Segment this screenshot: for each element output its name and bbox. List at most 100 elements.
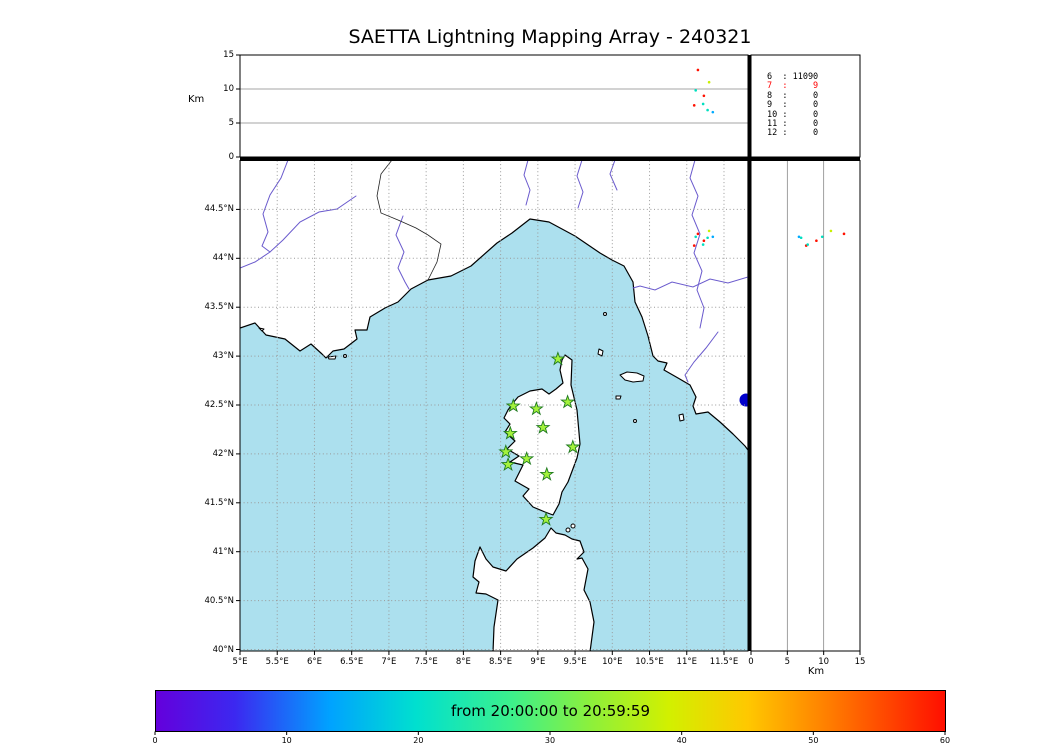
lightning-point-alt-lon — [694, 89, 697, 92]
figure-title: SAETTA Lightning Mapping Array - 240321 — [348, 26, 752, 48]
island-montecristo — [633, 419, 637, 423]
island-pianosa — [615, 395, 622, 400]
river-po-tributary-3 — [609, 160, 618, 191]
lightning-point-alt-lat — [829, 229, 833, 233]
river-po-tributary-2 — [576, 160, 584, 209]
coastline-mainland — [240, 160, 748, 451]
lightning-point-alt-lon — [701, 102, 705, 106]
map-y-tick-label: 42°N — [212, 448, 234, 459]
map-x-tick-label: 6°E — [306, 657, 322, 667]
lightning-point-alt-lon — [702, 94, 706, 98]
coastline-sardinia — [472, 527, 595, 651]
lightning-point-alt-lat — [842, 232, 846, 236]
time-colorbar: from 20:00:00 to 20:59:59 — [155, 690, 946, 732]
river-buech — [261, 160, 289, 253]
alt-top-tick-label: 5 — [228, 118, 234, 128]
map-x-tick-label: 10°E — [602, 657, 623, 667]
map-y-tick-label: 42.5°N — [204, 400, 234, 410]
map-x-tick-label: 11°E — [676, 657, 697, 667]
colorbar-tick-label: 0 — [152, 736, 158, 745]
map-x-tick-label: 8°E — [455, 657, 471, 667]
map-y-tick-label: 41.5°N — [204, 497, 234, 508]
island-gorgona — [603, 312, 607, 316]
map-y-tick-label: 40°N — [212, 644, 234, 655]
lightning-point-alt-lon — [692, 104, 696, 107]
colorbar-tick-label: 50 — [808, 736, 819, 745]
stats-row-level-9: 9 : 0 — [767, 100, 819, 111]
station-star — [539, 466, 555, 481]
altitude-longitude-panel-frame — [239, 54, 749, 158]
colorbar-tick-label: 40 — [676, 736, 687, 745]
lightning-point-alt-lat — [797, 235, 801, 239]
colorbar-tick-label: 30 — [544, 736, 556, 745]
lightning-point-map — [707, 229, 711, 233]
river-tiber-upper — [689, 160, 705, 329]
stats-row-level-8: 8 : 0 — [767, 90, 819, 101]
station-star — [535, 419, 551, 434]
lightning-point-map — [702, 239, 706, 242]
lightning-point-map — [706, 236, 709, 240]
lightning-point-alt-lat — [815, 239, 818, 242]
colorbar-tick-label: 60 — [939, 736, 951, 745]
map-x-tick-label: 8.5°E — [489, 657, 513, 667]
stats-row-level-12: 12 : 0 — [767, 128, 819, 139]
stats-row-level-6: 6 : 11090 — [767, 72, 819, 82]
river-ombrone — [684, 331, 719, 383]
stats-row-level-11: 11 : 0 — [767, 119, 819, 130]
altitude-axis-label-left: Km — [188, 94, 205, 105]
island-giglio — [678, 413, 685, 422]
map-y-tick-label: 43.5°N — [204, 302, 234, 313]
alt-right-tick-label: 0 — [748, 657, 754, 667]
colorbar-tick-label: 10 — [281, 736, 292, 745]
island-capraia — [597, 348, 604, 357]
map-x-tick-label: 10.5°E — [635, 657, 664, 667]
lightning-points-map — [692, 229, 715, 247]
map-x-tick-label: 7°E — [381, 657, 397, 667]
lightning-point-alt-lon — [706, 108, 709, 112]
lightning-point-map — [701, 243, 705, 246]
map-x-tick-label: 9°E — [530, 657, 546, 667]
island-porquerolles — [327, 355, 337, 360]
panel-frames — [239, 54, 861, 652]
station-star — [502, 425, 518, 440]
altitude-axis-label-bottom: Km — [807, 666, 825, 677]
lightning-point-map — [696, 232, 700, 236]
stats-row-level-10: 10 : 0 — [767, 109, 819, 120]
lightning-point-map — [692, 244, 696, 247]
island-elba — [619, 371, 645, 383]
map-x-tick-label: 11.5°E — [709, 657, 739, 667]
station-star — [505, 398, 521, 413]
map-y-tick-label: 44.5°N — [204, 204, 234, 215]
map-y-tick-label: 43°N — [212, 351, 234, 362]
station-star — [550, 351, 566, 366]
lightning-point-alt-lon — [711, 110, 715, 114]
colorbar-tick-label: 20 — [413, 736, 424, 745]
stats-row-level-7: 7 : 9 — [767, 81, 819, 92]
map-x-tick-label: 5.5°E — [265, 657, 289, 667]
station-star — [500, 456, 516, 472]
alt-top-tick-label: 0 — [228, 152, 234, 162]
alt-right-tick-label: 5 — [784, 657, 791, 667]
station-star — [519, 450, 535, 466]
map-y-tick-label: 44°N — [212, 253, 234, 264]
station-star — [498, 444, 514, 459]
island-maddalena — [565, 527, 571, 533]
alt-top-tick-label: 15 — [223, 50, 234, 60]
lightning-point-alt-lat — [799, 236, 803, 240]
island-maddalena-2 — [570, 523, 576, 529]
alt-top-tick-label: 10 — [223, 84, 234, 94]
island-frioul — [258, 327, 265, 332]
map-geography — [240, 160, 748, 651]
lightning-point-alt-lon — [696, 68, 700, 72]
lightning-point-map — [694, 235, 697, 239]
coastline-corsica — [503, 354, 581, 516]
alt-right-tick-label: 10 — [818, 657, 830, 667]
rivers — [240, 160, 748, 383]
station-star — [528, 401, 544, 416]
lightning-point-alt-lon — [707, 80, 711, 84]
map-x-tick-label: 7.5°E — [414, 657, 438, 667]
map-y-tick-label: 41°N — [212, 546, 234, 557]
map-x-tick-label: 5°E — [232, 657, 248, 667]
